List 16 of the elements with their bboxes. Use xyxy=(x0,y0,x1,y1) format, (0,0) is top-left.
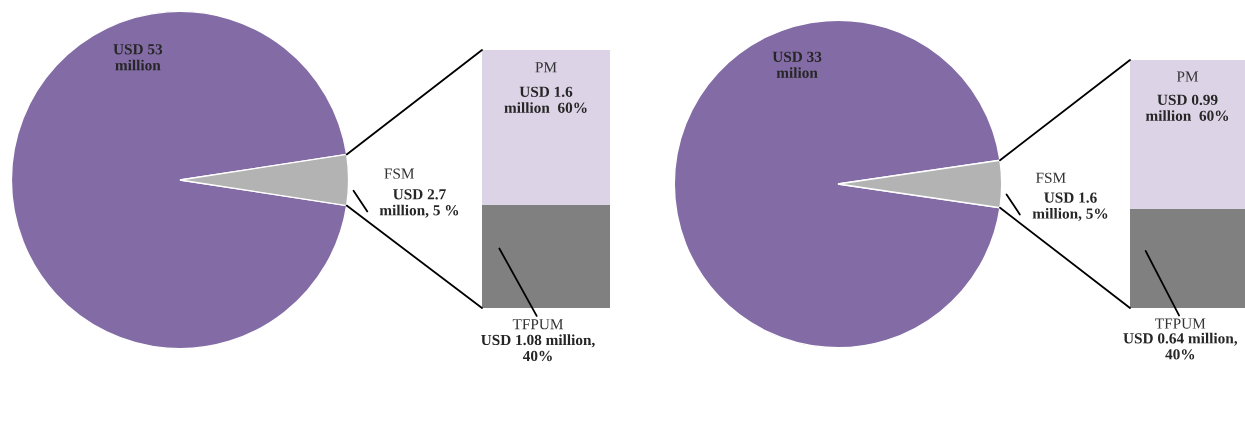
slice-label: FSM xyxy=(1035,172,1066,183)
data-label: USD 0.99 million 60% xyxy=(1145,94,1229,121)
series-label: TFPUM xyxy=(512,319,564,330)
pie-slice xyxy=(673,19,1001,349)
series-label: PM xyxy=(1176,71,1199,82)
data-label: USD 1.6 million, 5% xyxy=(1032,192,1108,221)
data-label: USD 0.64 million, 40% xyxy=(1123,332,1238,360)
data-label: USD 1.6 million 60% xyxy=(504,86,587,113)
slice-label: FSM xyxy=(384,168,415,179)
pie-slice xyxy=(10,10,348,350)
series-label: PM xyxy=(535,62,557,73)
data-label: USD 2.7 million, 5 % xyxy=(379,189,459,218)
data-label: USD 33 milion xyxy=(772,51,822,78)
data-label: USD 1.08 million, 40% xyxy=(481,334,595,362)
data-label: USD 53 million xyxy=(113,44,163,71)
series-label: TFPUM xyxy=(1155,318,1206,329)
